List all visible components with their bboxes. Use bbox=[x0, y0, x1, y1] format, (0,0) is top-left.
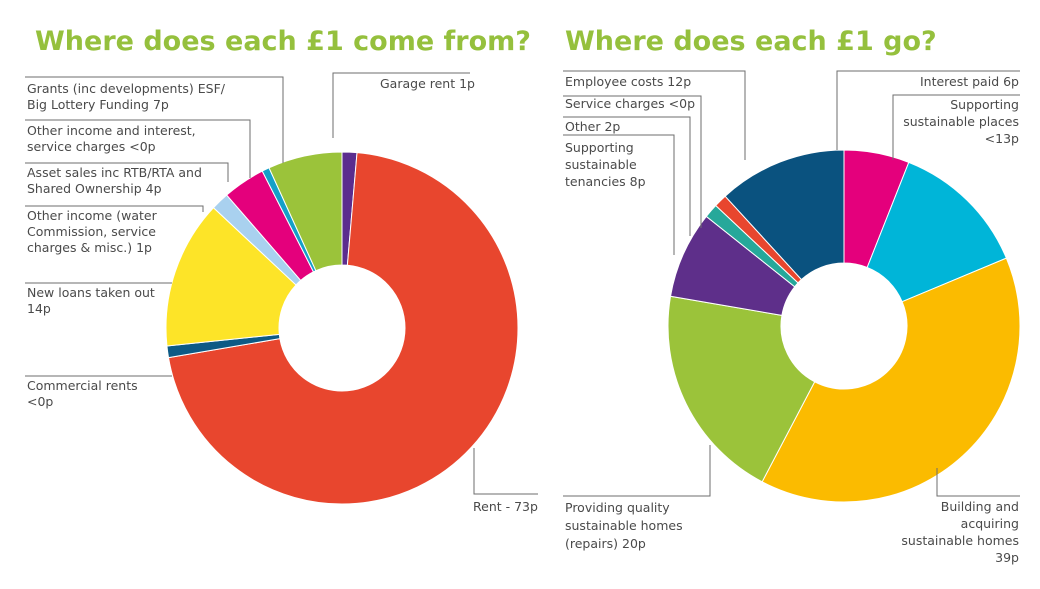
leader-other-income bbox=[25, 205, 204, 212]
label-building-line2: acquiring bbox=[961, 516, 1019, 531]
donut-spending bbox=[667, 149, 1021, 503]
label-places: Supporting bbox=[950, 97, 1019, 112]
label-grants-line2: Big Lottery Funding 7p bbox=[27, 97, 169, 112]
income-slice-7 bbox=[268, 151, 343, 272]
donut-income bbox=[165, 151, 519, 505]
spending-slice-2 bbox=[761, 257, 1021, 503]
leader-other-interest bbox=[25, 119, 251, 178]
label-building-line3: sustainable homes bbox=[901, 533, 1019, 548]
label-garage-rent: Garage rent 1p bbox=[380, 76, 475, 91]
label-other-interest: Other income and interest, bbox=[27, 123, 196, 138]
label-new-loans: New loans taken out bbox=[27, 285, 155, 300]
leader-repairs bbox=[563, 445, 711, 497]
label-other: Other 2p bbox=[565, 119, 620, 134]
leader-interest bbox=[836, 70, 1020, 150]
leader-other bbox=[563, 116, 691, 236]
label-commercial-rents-line2: <0p bbox=[27, 394, 53, 409]
label-places-line3: <13p bbox=[985, 131, 1019, 146]
label-places-line2: sustainable places bbox=[903, 114, 1019, 129]
spending-slice-3 bbox=[667, 295, 816, 483]
label-employee-costs: Employee costs 12p bbox=[565, 74, 691, 89]
label-tenancies: Supporting bbox=[565, 140, 634, 155]
leader-asset bbox=[25, 162, 229, 182]
spending-slice-1 bbox=[866, 161, 1008, 303]
chart-title-income: Where does each £1 come from? bbox=[35, 26, 531, 57]
leader-employee bbox=[563, 70, 746, 160]
chart-title-spending: Where does each £1 go? bbox=[565, 26, 937, 57]
income-slice-1 bbox=[167, 152, 519, 505]
leader-grants bbox=[25, 76, 284, 163]
label-repairs: Providing quality bbox=[565, 500, 670, 515]
leader-building bbox=[936, 468, 1020, 497]
label-other-interest-line2: service charges <0p bbox=[27, 139, 156, 154]
leader-rent bbox=[473, 448, 538, 495]
label-other-income-line2: Commission, service bbox=[27, 224, 156, 239]
spending-slice-7 bbox=[724, 149, 845, 281]
label-asset-sales-line2: Shared Ownership 4p bbox=[27, 181, 162, 196]
label-new-loans-line2: 14p bbox=[27, 301, 51, 316]
leader-places bbox=[892, 94, 1020, 160]
label-repairs-line3: (repairs) 20p bbox=[565, 536, 646, 551]
label-building: Building and bbox=[941, 499, 1019, 514]
label-interest-paid: Interest paid 6p bbox=[920, 74, 1019, 89]
label-other-income: Other income (water bbox=[27, 208, 158, 223]
label-tenancies-line3: tenancies 8p bbox=[565, 174, 646, 189]
label-asset-sales: Asset sales inc RTB/RTA and bbox=[27, 165, 202, 180]
label-service-charges: Service charges <0p bbox=[565, 96, 695, 111]
label-grants: Grants (inc developments) ESF/ bbox=[27, 81, 226, 96]
leader-garage bbox=[332, 72, 470, 138]
label-tenancies-line2: sustainable bbox=[565, 157, 637, 172]
label-building-line4: 39p bbox=[995, 550, 1019, 565]
income-slice-3 bbox=[165, 206, 297, 347]
label-repairs-line2: sustainable homes bbox=[565, 518, 683, 533]
label-commercial-rents: Commercial rents bbox=[27, 378, 138, 393]
label-other-income-line3: charges & misc.) 1p bbox=[27, 240, 152, 255]
label-rent: Rent - 73p bbox=[473, 499, 538, 514]
leader-service bbox=[563, 95, 702, 228]
leader-tenancies bbox=[563, 134, 675, 255]
